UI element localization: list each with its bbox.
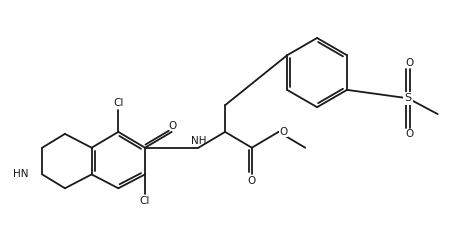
Text: O: O bbox=[405, 58, 413, 68]
Text: S: S bbox=[405, 93, 412, 103]
Text: O: O bbox=[280, 127, 288, 137]
Text: O: O bbox=[169, 121, 177, 131]
Text: O: O bbox=[248, 176, 256, 186]
Text: Cl: Cl bbox=[113, 98, 124, 108]
Text: NH: NH bbox=[191, 136, 206, 146]
Text: Cl: Cl bbox=[140, 196, 150, 206]
Text: HN: HN bbox=[13, 169, 28, 179]
Text: O: O bbox=[405, 129, 413, 139]
